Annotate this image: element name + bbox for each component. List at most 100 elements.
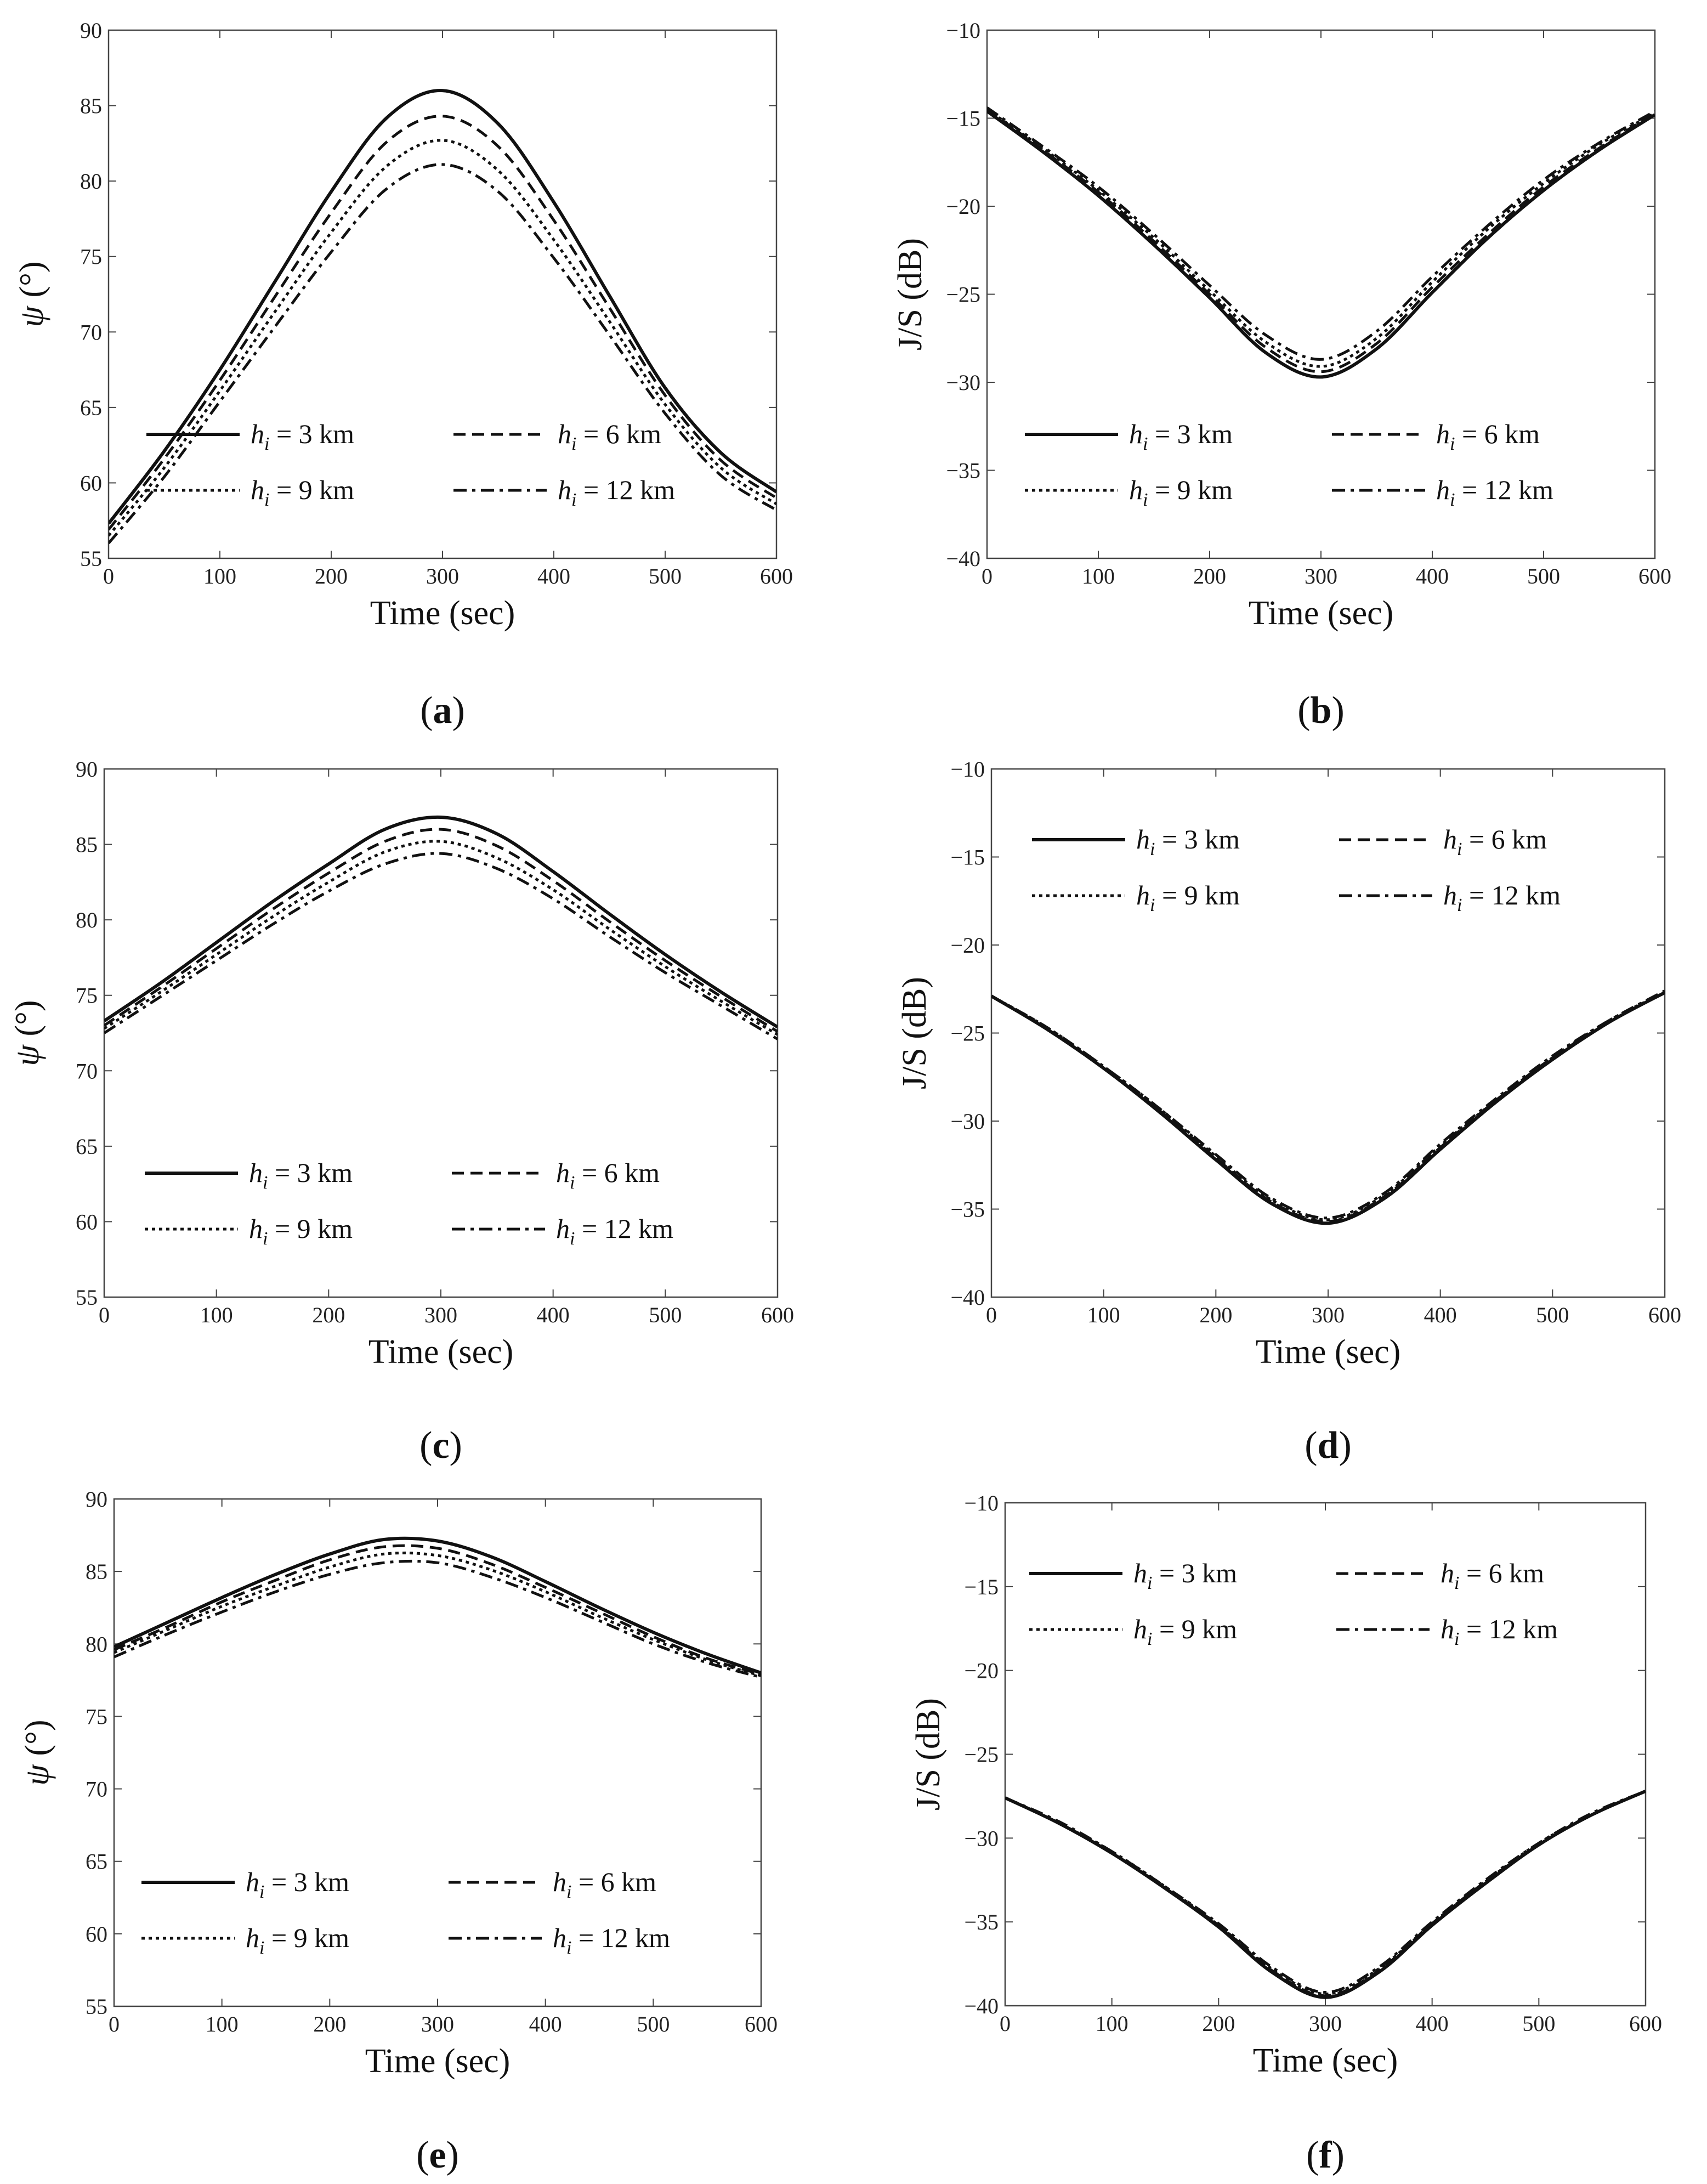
panel-caption: (f) — [1306, 2134, 1345, 2176]
x-axis-label: Time (sec) — [370, 595, 515, 632]
chart-panel-b: 0 100 200 300 400 500 600 −40 −35 −30 −25 −20 −15 −10… — [892, 18, 1671, 732]
x-tick-label: 0 — [99, 1303, 110, 1327]
y-tick-label: 55 — [86, 1994, 107, 2019]
y-tick-label: 80 — [80, 169, 102, 194]
plot-frame — [103, 768, 779, 1298]
y-tick-label: 75 — [76, 983, 98, 1008]
y-tick-label: −40 — [964, 1994, 999, 2018]
y-tick-label: 55 — [76, 1285, 98, 1310]
x-tick-label: 400 — [1416, 564, 1449, 589]
series-line-2 — [109, 115, 776, 531]
y-axis-label: J/S (dB) — [892, 238, 929, 350]
series-line-4 — [987, 106, 1655, 361]
legend-entry-4: hi = 12 km — [1436, 474, 1553, 510]
chart-panel-c: 0 100 200 300 400 500 600 55 60 65 70 75 80 85 90 Time … — [9, 757, 794, 1467]
panel-caption: (c) — [419, 1424, 462, 1467]
legend-entry-3: hi = 9 km — [1133, 1614, 1237, 1649]
x-tick-label: 300 — [421, 2012, 454, 2036]
legend-entry-1: hi = 3 km — [246, 1866, 349, 1902]
series-group — [987, 106, 1655, 379]
series-line-4 — [104, 852, 778, 1040]
y-tick-label: 65 — [76, 1134, 98, 1159]
series-line-3 — [114, 1551, 761, 1677]
x-tick-label: 300 — [1312, 1303, 1345, 1327]
y-tick-label: 90 — [86, 1487, 107, 1512]
series-line-2 — [114, 1544, 761, 1676]
series-line-3 — [1005, 1790, 1646, 1996]
x-tick-label: 100 — [1087, 1303, 1120, 1327]
chart-panel-d: 0 100 200 300 400 500 600 −40 −35 −30 −25 −20 −15 −10… — [896, 757, 1681, 1467]
y-tick-label: −20 — [964, 1659, 999, 1683]
y-tick-label: 65 — [86, 1849, 107, 1874]
y-tick-label: −15 — [946, 106, 980, 131]
y-tick-label: −30 — [946, 370, 980, 395]
y-tick-label: 60 — [86, 1922, 107, 1947]
series-line-3 — [104, 840, 778, 1036]
y-tick-label: −25 — [950, 1021, 985, 1046]
x-tick-label: 200 — [315, 564, 348, 589]
series-line-1 — [1005, 1789, 1646, 1999]
x-tick-label: 300 — [426, 564, 459, 589]
legend-entry-4: hi = 12 km — [553, 1922, 670, 1958]
y-tick-label: −10 — [964, 1491, 999, 1515]
y-tick-label: 65 — [80, 395, 102, 420]
legend-entry-2: hi = 6 km — [1443, 824, 1547, 859]
series-line-2 — [104, 828, 778, 1033]
x-tick-label: 600 — [1638, 564, 1671, 589]
y-axis-label: J/S (dB) — [896, 977, 933, 1089]
series-line-1 — [109, 89, 776, 525]
y-axis-label: ψ (°) — [9, 1000, 46, 1066]
x-tick-label: 500 — [1536, 1303, 1569, 1327]
legend-entry-3: hi = 9 km — [251, 474, 354, 510]
x-tick-label: 600 — [761, 1303, 794, 1327]
x-tick-label: 200 — [1202, 2011, 1235, 2036]
y-tick-label: 90 — [80, 18, 102, 43]
x-axis-label: Time (sec) — [365, 2042, 511, 2080]
y-tick-label: 70 — [76, 1059, 98, 1083]
series-line-1 — [114, 1536, 761, 1674]
series-line-3 — [991, 991, 1665, 1221]
y-tick-label: 75 — [80, 245, 102, 269]
series-line-4 — [114, 1559, 761, 1679]
y-tick-label: −25 — [946, 282, 980, 307]
y-tick-label: −15 — [950, 845, 985, 870]
x-axis-label: Time (sec) — [1249, 595, 1394, 632]
panel-caption: (a) — [420, 689, 465, 732]
x-tick-label: 200 — [313, 2012, 346, 2036]
series-group — [991, 989, 1665, 1225]
y-tick-label: −10 — [950, 757, 985, 782]
y-tick-label: −35 — [950, 1197, 985, 1222]
plot-frame — [986, 29, 1656, 559]
series-line-3 — [109, 139, 776, 537]
series-group — [109, 89, 776, 545]
series-line-4 — [1005, 1790, 1646, 1994]
series-group — [1005, 1789, 1646, 1999]
series-line-1 — [991, 991, 1665, 1225]
y-tick-label: −40 — [946, 546, 980, 571]
chart-panel-f: 0 100 200 300 400 500 600 −40 −35 −30 −25 −20 −15 −10… — [910, 1491, 1662, 2176]
x-tick-label: 500 — [637, 2012, 670, 2036]
legend-entry-4: hi = 12 km — [558, 474, 675, 510]
legend-entry-3: hi = 9 km — [1136, 880, 1240, 915]
series-line-4 — [991, 989, 1665, 1220]
plot-frame — [107, 29, 778, 559]
series-group — [104, 815, 778, 1040]
y-tick-label: −40 — [950, 1285, 985, 1310]
y-tick-label: −20 — [946, 194, 980, 219]
panel-caption: (e) — [416, 2134, 459, 2176]
legend-entry-4: hi = 12 km — [556, 1213, 673, 1249]
x-tick-label: 600 — [760, 564, 793, 589]
x-tick-label: 400 — [1424, 1303, 1457, 1327]
y-tick-label: −35 — [964, 1910, 999, 1934]
x-axis-label: Time (sec) — [368, 1333, 514, 1371]
legend-entry-3: hi = 9 km — [1129, 474, 1233, 510]
series-line-3 — [987, 108, 1655, 368]
y-tick-label: −15 — [964, 1575, 999, 1599]
x-axis-label: Time (sec) — [1256, 1333, 1401, 1371]
x-tick-label: 600 — [745, 2012, 778, 2036]
x-tick-label: 400 — [529, 2012, 562, 2036]
y-tick-label: 60 — [80, 471, 102, 495]
x-tick-label: 300 — [1305, 564, 1337, 589]
y-tick-label: 85 — [80, 94, 102, 118]
